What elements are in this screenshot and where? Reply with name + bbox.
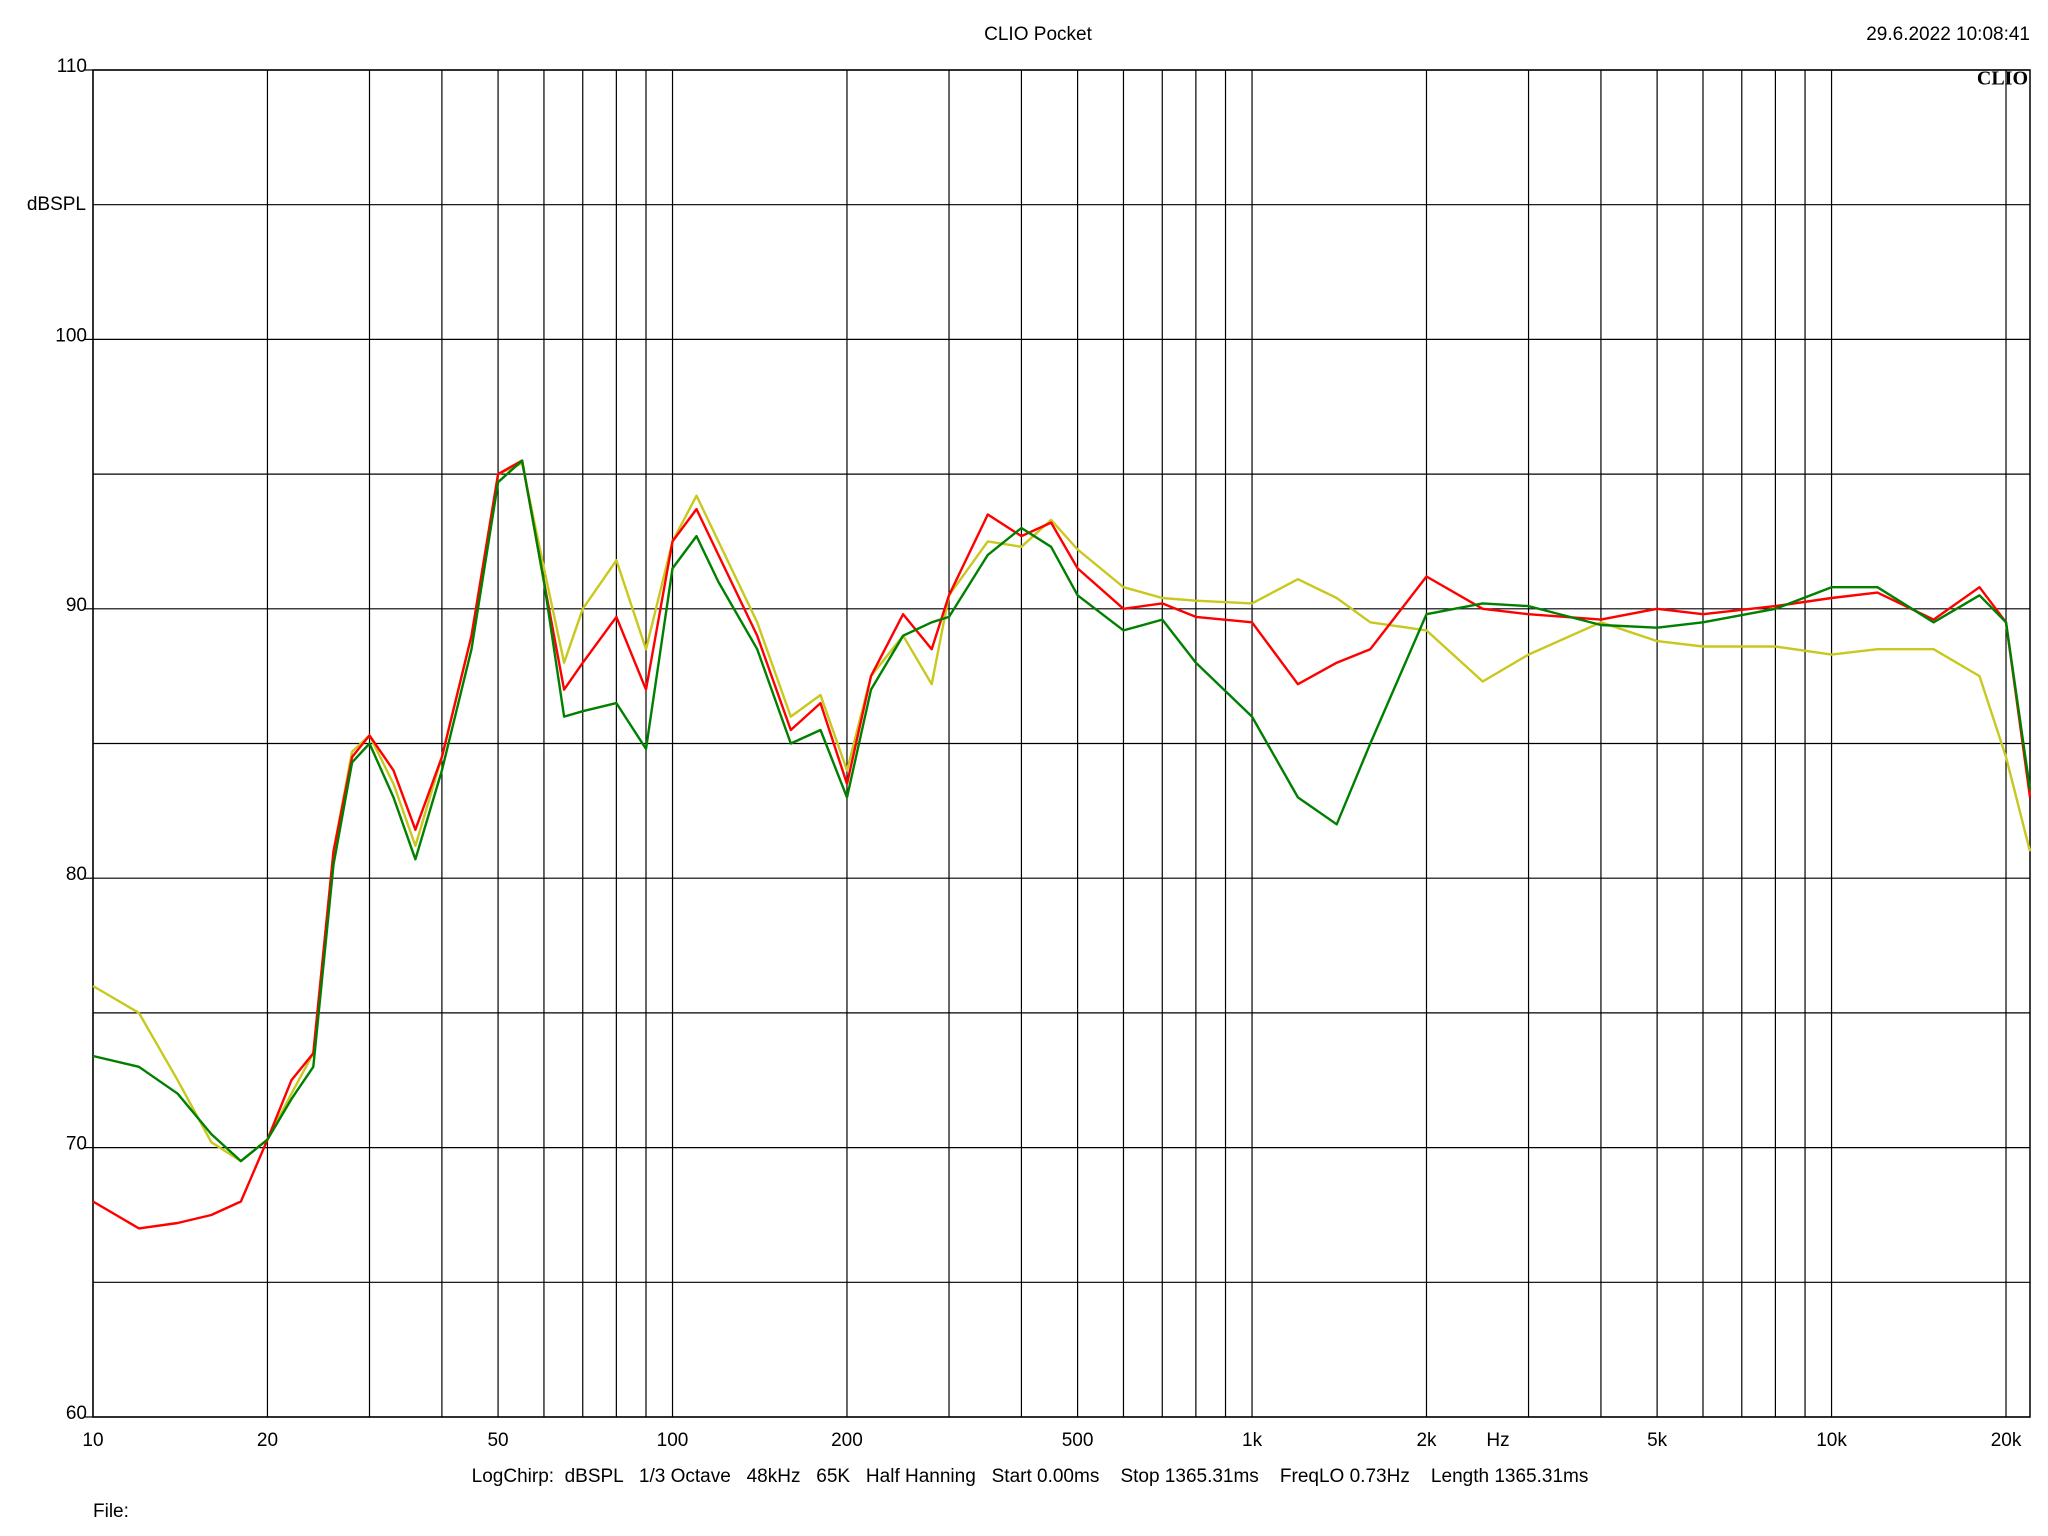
plot-frame	[92, 69, 2031, 1418]
x-tick-label: 500	[1062, 1430, 1094, 1451]
file-label: File:	[93, 1501, 129, 1522]
data-line	[92, 462, 2032, 1163]
x-tick-label: 100	[657, 1430, 689, 1451]
y-tick-label: 110	[57, 56, 87, 77]
data-line	[92, 459, 2032, 1230]
timestamp: 29.6.2022 10:08:41	[1866, 24, 2030, 45]
x-axis-label: Hz	[1486, 1430, 1509, 1451]
x-tick-label: 20	[257, 1430, 278, 1451]
logo: CLIO	[1977, 68, 2028, 90]
x-tick-label: 50	[487, 1430, 508, 1451]
chart-title: CLIO Pocket	[984, 24, 1092, 45]
x-tick-label: 1k	[1242, 1430, 1263, 1451]
y-axis-label: dBSPL	[27, 194, 86, 215]
y-tick-label: 90	[66, 595, 87, 616]
y-tick-label: 100	[55, 325, 87, 346]
x-tick-label: 5k	[1647, 1430, 1668, 1451]
y-tick-label: 60	[66, 1403, 87, 1424]
x-tick-label: 2k	[1416, 1430, 1437, 1451]
data-line	[92, 459, 2032, 1163]
footer: LogChirp: dBSPL 1/3 Octave 48kHz 65K Hal…	[472, 1466, 1589, 1487]
x-tick-label: 10k	[1816, 1430, 1847, 1451]
x-tick-label: 20k	[1991, 1430, 2022, 1451]
y-tick-label: 80	[66, 864, 87, 885]
x-tick-label: 200	[831, 1430, 863, 1451]
x-tick-label: 10	[82, 1430, 103, 1451]
y-tick-label: 70	[66, 1134, 87, 1155]
